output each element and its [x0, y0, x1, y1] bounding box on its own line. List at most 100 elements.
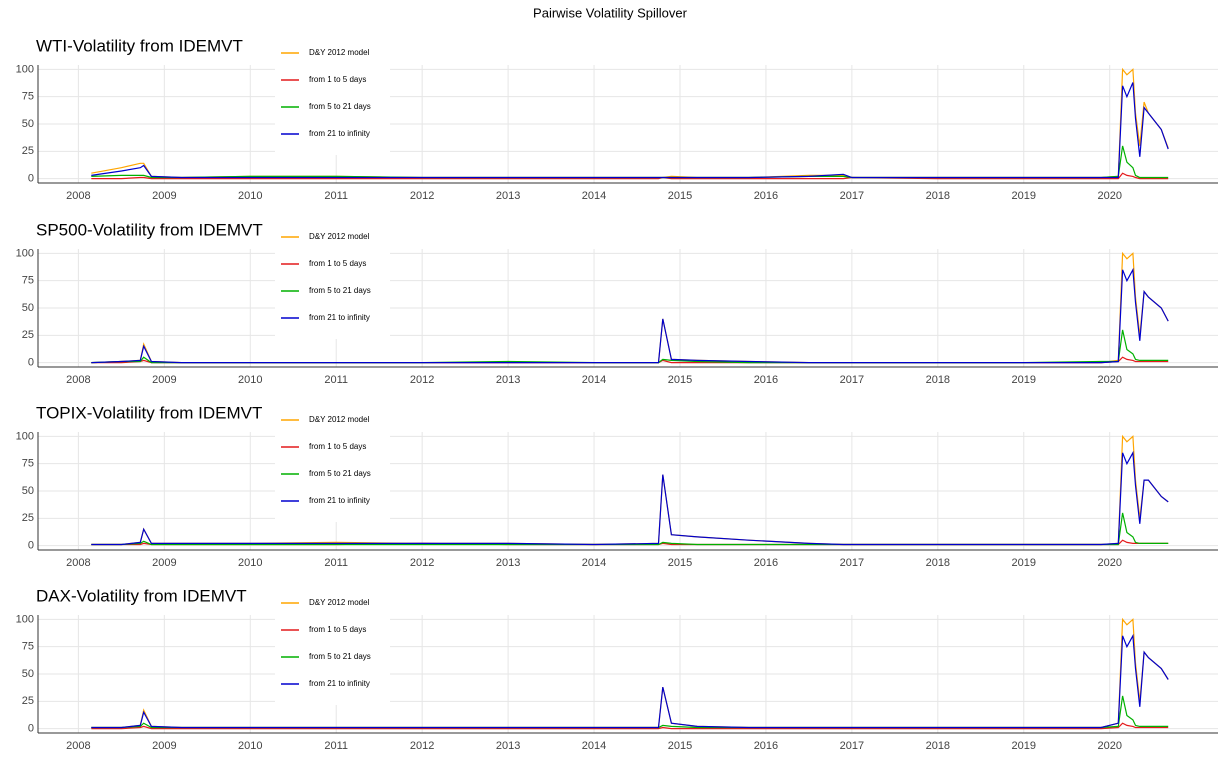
- x-tick-label: 2016: [754, 740, 778, 752]
- legend-label: from 5 to 21 days: [309, 469, 371, 478]
- x-tick-label: 2020: [1097, 190, 1121, 202]
- x-tick-label: 2013: [496, 740, 520, 752]
- legend-label: from 21 to infinity: [309, 313, 370, 322]
- x-tick-label: 2011: [324, 740, 348, 752]
- x-tick-label: 2009: [152, 557, 176, 569]
- x-tick-label: 2020: [1097, 374, 1121, 386]
- chart-title: SP500-Volatility from IDEMVT: [36, 220, 263, 239]
- x-tick-label: 2015: [668, 740, 692, 752]
- x-tick-label: 2012: [410, 557, 434, 569]
- x-tick-label: 2018: [926, 190, 950, 202]
- x-tick-label: 2010: [238, 740, 262, 752]
- series-line: [91, 67, 1169, 179]
- x-tick-label: 2014: [582, 374, 606, 386]
- legend-label: from 21 to infinity: [309, 679, 370, 688]
- series-line: [91, 633, 1169, 729]
- series-line: [91, 329, 1169, 364]
- x-tick-label: 2014: [582, 557, 606, 569]
- chart-title: WTI-Volatility from IDEMVT: [36, 36, 243, 55]
- x-tick-label: 2013: [496, 374, 520, 386]
- legend-label: D&Y 2012 model: [309, 48, 370, 57]
- x-tick-label: 2019: [1012, 740, 1036, 752]
- series-line: [91, 617, 1169, 729]
- series-line: [91, 145, 1169, 179]
- y-tick-label: 75: [22, 91, 34, 103]
- x-tick-label: 2016: [754, 557, 778, 569]
- x-tick-label: 2015: [668, 557, 692, 569]
- x-tick-label: 2014: [582, 740, 606, 752]
- x-tick-label: 2018: [926, 374, 950, 386]
- x-tick-label: 2014: [582, 190, 606, 202]
- y-tick-label: 75: [22, 641, 34, 653]
- legend-label: D&Y 2012 model: [309, 232, 370, 241]
- y-tick-label: 0: [28, 723, 34, 735]
- chart-title: DAX-Volatility from IDEMVT: [36, 586, 247, 605]
- x-tick-label: 2010: [238, 557, 262, 569]
- x-tick-label: 2012: [410, 190, 434, 202]
- y-tick-label: 50: [22, 668, 34, 680]
- legend-label: from 5 to 21 days: [309, 102, 371, 111]
- y-tick-label: 50: [22, 118, 34, 130]
- series-line: [91, 267, 1169, 364]
- x-tick-label: 2017: [840, 557, 864, 569]
- series-line: [91, 450, 1169, 546]
- x-tick-label: 2012: [410, 740, 434, 752]
- y-tick-label: 0: [28, 357, 34, 369]
- x-tick-label: 2016: [754, 374, 778, 386]
- x-tick-label: 2008: [66, 557, 90, 569]
- x-tick-label: 2017: [840, 190, 864, 202]
- x-tick-label: 2020: [1097, 557, 1121, 569]
- legend-label: D&Y 2012 model: [309, 415, 370, 424]
- x-tick-label: 2009: [152, 740, 176, 752]
- y-tick-label: 0: [28, 173, 34, 185]
- legend-label: from 1 to 5 days: [309, 625, 366, 634]
- x-tick-label: 2009: [152, 190, 176, 202]
- series-line: [91, 82, 1169, 179]
- chart-title: TOPIX-Volatility from IDEMVT: [36, 403, 262, 422]
- x-tick-label: 2008: [66, 374, 90, 386]
- x-tick-label: 2011: [324, 190, 348, 202]
- y-tick-label: 100: [16, 430, 34, 442]
- x-tick-label: 2018: [926, 557, 950, 569]
- legend-label: from 5 to 21 days: [309, 652, 371, 661]
- x-tick-label: 2013: [496, 190, 520, 202]
- y-tick-label: 75: [22, 458, 34, 470]
- x-tick-label: 2015: [668, 374, 692, 386]
- legend-label: from 1 to 5 days: [309, 259, 366, 268]
- x-tick-label: 2018: [926, 740, 950, 752]
- x-tick-label: 2010: [238, 190, 262, 202]
- legend-label: from 1 to 5 days: [309, 75, 366, 84]
- legend-box: [275, 410, 390, 522]
- x-tick-label: 2009: [152, 374, 176, 386]
- series-line: [91, 722, 1169, 730]
- y-tick-label: 25: [22, 695, 34, 707]
- legend-label: from 21 to infinity: [309, 129, 370, 138]
- x-tick-label: 2010: [238, 374, 262, 386]
- y-tick-label: 25: [22, 145, 34, 157]
- y-tick-label: 0: [28, 540, 34, 552]
- x-tick-label: 2015: [668, 190, 692, 202]
- y-tick-label: 25: [22, 329, 34, 341]
- x-tick-label: 2017: [840, 374, 864, 386]
- legend-box: [275, 227, 390, 339]
- legend-label: from 21 to infinity: [309, 496, 370, 505]
- x-tick-label: 2012: [410, 374, 434, 386]
- main-title: Pairwise Volatility Spillover: [533, 5, 688, 20]
- y-tick-label: 50: [22, 302, 34, 314]
- series-line: [91, 356, 1169, 364]
- x-tick-label: 2019: [1012, 190, 1036, 202]
- y-tick-label: 50: [22, 485, 34, 497]
- legend-label: from 5 to 21 days: [309, 286, 371, 295]
- y-tick-label: 75: [22, 275, 34, 287]
- x-tick-label: 2011: [324, 557, 348, 569]
- legend-box: [275, 43, 390, 155]
- x-tick-label: 2013: [496, 557, 520, 569]
- series-line: [91, 512, 1169, 546]
- y-tick-label: 100: [16, 63, 34, 75]
- series-line: [91, 434, 1169, 546]
- x-tick-label: 2019: [1012, 374, 1036, 386]
- legend-label: from 1 to 5 days: [309, 442, 366, 451]
- x-tick-label: 2016: [754, 190, 778, 202]
- x-tick-label: 2011: [324, 374, 348, 386]
